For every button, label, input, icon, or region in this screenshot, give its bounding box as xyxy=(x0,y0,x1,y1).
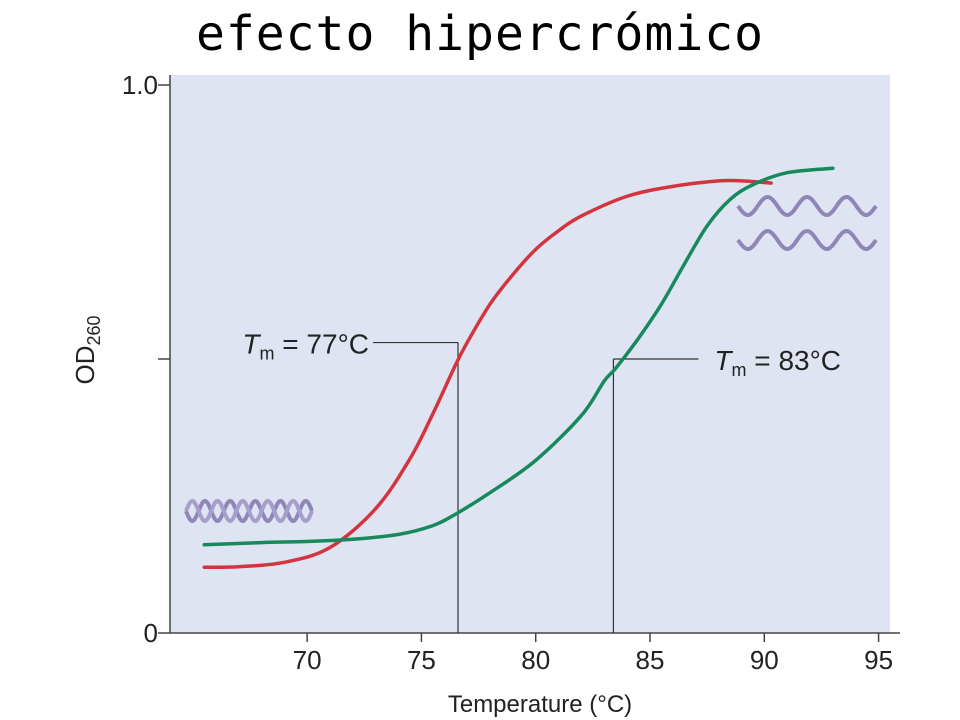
x-axis-title: Temperature (°C) xyxy=(448,691,632,718)
tm-subscript: m xyxy=(732,360,747,380)
dna-icons xyxy=(184,194,878,524)
tm-annotation: Tm = 77°C xyxy=(242,329,369,364)
y-axis-title-main: OD xyxy=(70,346,100,385)
y-axis-title-sub: 260 xyxy=(84,315,104,345)
tm-subscript: m xyxy=(260,344,275,364)
tm-value: = 77°C xyxy=(275,329,369,360)
tm-symbol: T xyxy=(242,329,261,360)
y-axis-title: OD260 xyxy=(70,315,104,384)
tm-value: = 83°C xyxy=(747,345,841,376)
separated-strands-icon xyxy=(736,194,878,252)
slide-title: efecto hipercrómico xyxy=(195,6,765,62)
double-helix-icon xyxy=(184,498,314,524)
x-tick-label: 85 xyxy=(636,645,665,675)
axes: 70 75 80 85 90 95 1.0 0 xyxy=(122,70,900,675)
series-line-2 xyxy=(202,166,835,547)
plot-area xyxy=(170,75,890,633)
x-tick-label: 95 xyxy=(864,645,893,675)
y-tick-label: 0 xyxy=(144,618,158,648)
series-layer xyxy=(202,166,835,569)
x-tick-label: 75 xyxy=(407,645,436,675)
annotations: Tm = 77°CTm = 83°C xyxy=(242,329,841,380)
y-tick-label: 1.0 xyxy=(122,70,158,100)
series-line-1 xyxy=(202,178,773,569)
x-tick-label: 70 xyxy=(293,645,322,675)
tm-annotation: Tm = 83°C xyxy=(714,345,841,380)
tm-symbol: T xyxy=(714,345,733,376)
tm-reference-lines xyxy=(373,341,699,633)
x-tick-label: 90 xyxy=(750,645,779,675)
x-tick-label: 80 xyxy=(521,645,550,675)
